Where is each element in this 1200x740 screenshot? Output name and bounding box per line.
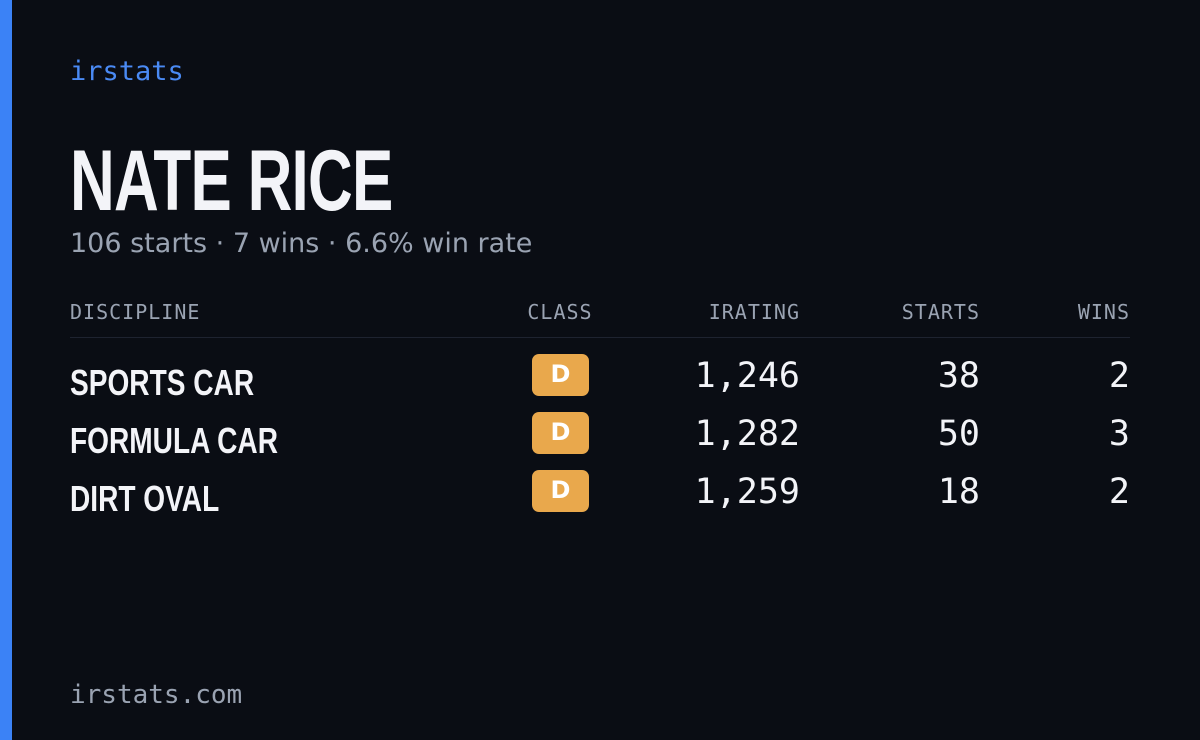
summary: 106 starts · 7 wins · 6.6% win rate bbox=[70, 228, 533, 259]
column-header: DISCIPLINE bbox=[70, 300, 201, 324]
column-header: IRATING bbox=[708, 300, 800, 324]
accent-bar bbox=[0, 0, 12, 740]
column-header: STARTS bbox=[901, 300, 980, 324]
discipline: FORMULA CAR bbox=[70, 420, 278, 461]
discipline: SPORTS CAR bbox=[70, 362, 255, 403]
stat-value: 38 bbox=[937, 356, 980, 396]
stat-value: 1,259 bbox=[694, 472, 800, 512]
brand: irstats bbox=[70, 56, 184, 87]
stat-value: 1,282 bbox=[694, 414, 800, 454]
class-badge: D bbox=[532, 354, 589, 396]
stat-value: 50 bbox=[937, 414, 980, 454]
discipline: DIRT OVAL bbox=[70, 478, 220, 519]
player-name: NATE RICE bbox=[70, 133, 393, 229]
stat-value: 2 bbox=[1108, 472, 1130, 512]
class-badge: D bbox=[532, 412, 589, 454]
column-header: CLASS bbox=[527, 300, 593, 324]
column-header: WINS bbox=[1077, 300, 1130, 324]
stat-value: 1,246 bbox=[694, 356, 800, 396]
footer-url: irstats.com bbox=[70, 680, 243, 710]
stat-value: 18 bbox=[937, 472, 980, 512]
stat-value: 3 bbox=[1108, 414, 1130, 454]
class-badge: D bbox=[532, 470, 589, 512]
stat-value: 2 bbox=[1108, 356, 1130, 396]
divider bbox=[70, 337, 1130, 338]
